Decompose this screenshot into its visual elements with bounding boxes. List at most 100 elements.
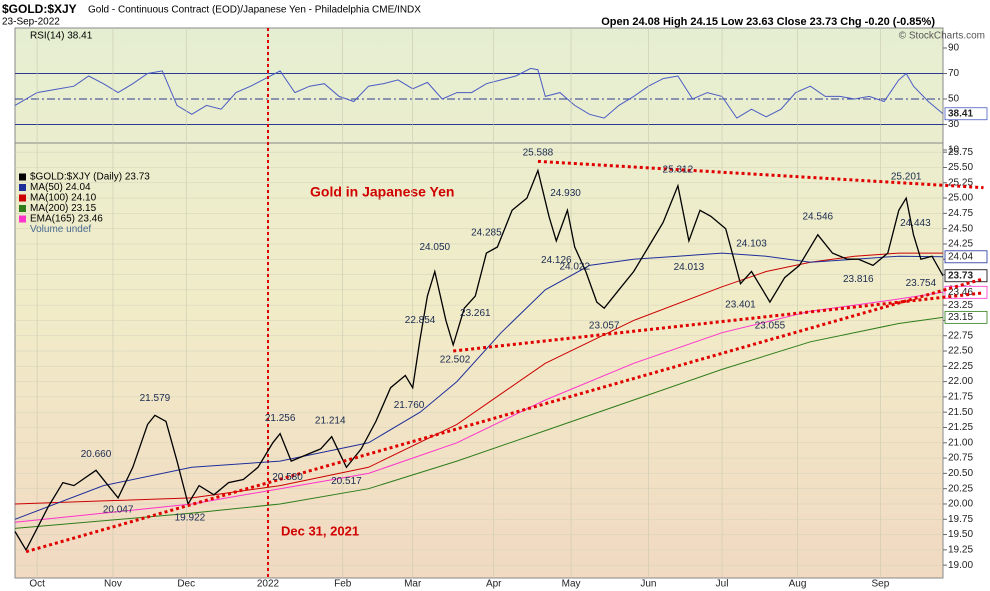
series-line — [14, 252, 943, 505]
x-tick-label: Feb — [334, 579, 352, 590]
price-annotation: 22.502 — [440, 355, 471, 366]
price-annotation: 24.013 — [674, 262, 705, 273]
legend-swatch — [19, 184, 26, 191]
price-annotation: 20.660 — [81, 449, 112, 460]
x-tick-label: Aug — [789, 579, 807, 590]
last-value-box — [944, 269, 988, 283]
marker-label: Dec 31, 2021 — [281, 523, 359, 538]
price-annotation: 24.050 — [420, 242, 451, 253]
price-annotation: 19.922 — [175, 512, 206, 523]
x-tick-label: Jun — [640, 579, 656, 590]
last-value-box — [944, 107, 988, 121]
price-annotation: 21.579 — [140, 393, 171, 404]
trendline — [25, 277, 984, 554]
price-annotation: 25.312 — [663, 165, 694, 176]
y-tick-label: 20.50 — [948, 468, 973, 479]
price-annotation: 24.285 — [471, 227, 502, 238]
x-tick-label: Jul — [716, 579, 729, 590]
series-line — [14, 252, 944, 520]
legend-swatch — [19, 215, 26, 223]
x-tick-label: Dec — [177, 579, 195, 590]
y-tick-label: 25.25 — [948, 177, 973, 188]
last-value-label: 23.73 — [948, 270, 973, 281]
y-tick-label: 21.00 — [948, 437, 973, 448]
y-tick-label: 90 — [948, 43, 960, 54]
price-annotation: 23.055 — [755, 321, 786, 332]
description: Gold - Continuous Contract (EOD)/Japanes… — [88, 5, 421, 16]
y-tick-label: 22.75 — [948, 330, 973, 341]
y-tick-label: 25.75 — [948, 147, 973, 158]
y-tick-label: 21.50 — [948, 407, 973, 418]
series-line — [14, 168, 944, 552]
series-line — [14, 67, 944, 119]
price-annotation: 21.214 — [315, 415, 346, 426]
legend-label: $GOLD:$XJY (Daily) 23.73 — [30, 172, 150, 183]
trendline — [453, 291, 984, 353]
legend-swatch — [19, 173, 26, 181]
y-tick-label: 21.25 — [948, 422, 973, 433]
y-tick-label: 50 — [948, 94, 960, 105]
legend-label: EMA(165) 23.46 — [30, 214, 103, 225]
last-value-box — [944, 250, 988, 264]
y-tick-label: 22.50 — [948, 346, 973, 357]
price-annotation: 24.022 — [559, 262, 590, 273]
y-tick-label: 20.75 — [948, 453, 973, 464]
y-tick-label: 20.25 — [948, 483, 973, 494]
last-value-label: 24.04 — [948, 251, 973, 262]
price-annotation: 23.816 — [843, 274, 874, 285]
x-tick-label: Nov — [104, 579, 122, 590]
date: 23-Sep-2022 — [2, 17, 60, 28]
x-tick-label: Mar — [404, 579, 422, 590]
legend-swatch — [19, 194, 26, 202]
price-annotation: 23.754 — [906, 278, 937, 289]
x-tick-label: Sep — [871, 579, 889, 590]
y-tick-label: 19.75 — [948, 514, 973, 525]
legend-label: MA(200) 23.15 — [30, 203, 97, 214]
y-tick-label: 19.00 — [948, 560, 973, 571]
price-annotation: 23.261 — [460, 308, 491, 319]
legend-swatch — [19, 205, 26, 212]
price-annotation: 23.401 — [725, 300, 756, 311]
trendline — [537, 159, 984, 190]
series-line — [14, 316, 944, 529]
y-tick-label: 70 — [948, 68, 960, 79]
x-tick-label: Oct — [29, 579, 45, 590]
legend-label: MA(50) 24.04 — [30, 182, 91, 193]
x-tick-label: May — [562, 579, 581, 590]
last-value-label: 23.46 — [948, 287, 973, 298]
price-annotation: 20.580 — [272, 472, 303, 483]
price-annotation: 24.930 — [550, 188, 581, 199]
legend-label: Volume undef — [30, 224, 91, 235]
y-tick-label: 10 — [948, 145, 960, 156]
plot-background — [14, 27, 944, 579]
series-line — [14, 291, 944, 523]
y-tick-label: 19.50 — [948, 529, 973, 540]
y-tick-label: 22.25 — [948, 361, 973, 372]
last-value-label: 23.15 — [948, 312, 973, 323]
last-value-label: 38.41 — [948, 108, 973, 119]
y-tick-label: 24.50 — [948, 223, 973, 234]
rsi-title: RSI(14) 38.41 — [30, 31, 93, 42]
quote: Open 24.08 High 24.15 Low 23.63 Close 23… — [601, 16, 935, 28]
y-tick-label: 21.75 — [948, 392, 973, 403]
y-tick-label: 25.50 — [948, 162, 973, 173]
price-annotation: 21.760 — [394, 400, 425, 411]
y-tick-label: 23.25 — [948, 300, 973, 311]
price-annotation: 24.103 — [736, 239, 767, 250]
y-tick-label: 24.25 — [948, 239, 973, 250]
price-annotation: 24.546 — [802, 211, 833, 222]
price-annotation: 21.256 — [265, 413, 296, 424]
price-annotation: 24.443 — [900, 218, 931, 229]
y-tick-label: 20.00 — [948, 499, 973, 510]
watermark: © StockCharts.com — [899, 31, 985, 42]
annotation-title: Gold in Japanese Yen — [310, 184, 454, 200]
y-tick-label: 25.00 — [948, 193, 973, 204]
price-annotation: 24.126 — [541, 255, 572, 266]
y-tick-label: 24.75 — [948, 208, 973, 219]
price-annotation: 20.517 — [331, 476, 362, 487]
x-tick-label: Apr — [486, 579, 502, 590]
y-tick-label: 22.00 — [948, 376, 973, 387]
price-annotation: 23.057 — [589, 321, 620, 332]
last-value-box — [944, 310, 988, 324]
